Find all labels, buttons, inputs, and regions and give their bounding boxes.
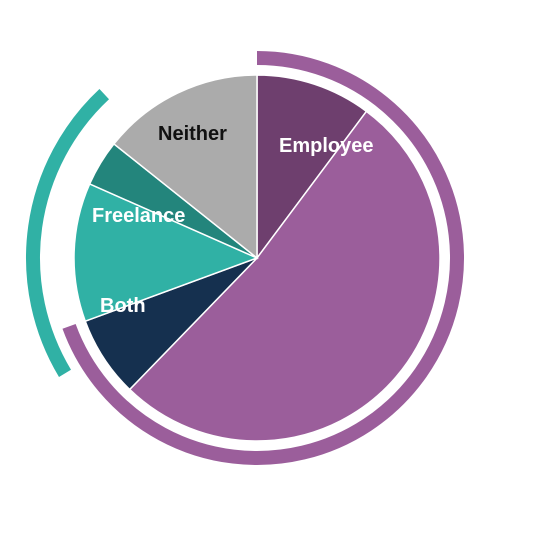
pie-slice-employee <box>256 74 368 261</box>
slice-labels: Employee Both Freelance Neither <box>92 123 373 317</box>
pie-slices <box>73 74 441 442</box>
outer-arc-freelance <box>26 89 110 377</box>
outer-arcs <box>26 51 464 465</box>
pie-slice-neither <box>112 74 258 260</box>
pie-slice-segment-1 <box>128 110 441 442</box>
label-freelance: Freelance <box>92 205 185 227</box>
label-neither: Neither <box>158 123 227 145</box>
label-both: Both <box>100 295 146 317</box>
outer-arc-employee <box>62 51 464 465</box>
label-employee: Employee <box>279 135 373 157</box>
pie-slice-freelance <box>73 182 259 323</box>
